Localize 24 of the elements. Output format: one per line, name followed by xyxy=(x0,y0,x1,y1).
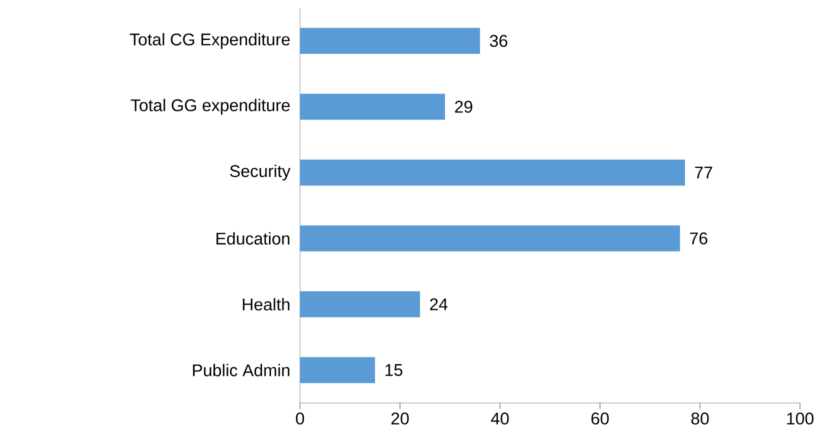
data-label: 76 xyxy=(690,232,708,244)
x-tick-label: 80 xyxy=(691,412,709,425)
bar xyxy=(300,28,480,54)
bar xyxy=(300,291,420,318)
data-label: 15 xyxy=(386,364,402,376)
data-label: 36 xyxy=(490,34,508,47)
bar xyxy=(300,160,686,186)
y-tick-label: Health xyxy=(242,298,290,310)
bar xyxy=(300,357,376,384)
y-tick-label: Security xyxy=(230,164,290,180)
y-tick-label: Total CG Expenditure xyxy=(130,33,290,49)
bar xyxy=(300,94,446,120)
x-tick-label: 60 xyxy=(591,412,609,425)
x-tick-label: 40 xyxy=(490,412,509,425)
data-label: 24 xyxy=(430,298,448,310)
data-label: 77 xyxy=(695,166,712,178)
x-tick-label: 0 xyxy=(296,412,304,425)
bar xyxy=(300,225,680,252)
x-tick-label: 100 xyxy=(787,412,814,425)
y-tick-label: Public Admin xyxy=(193,364,290,376)
x-tick-label: 20 xyxy=(391,412,409,425)
y-tick-label: Education xyxy=(216,232,290,245)
y-tick-label: Total GG expenditure xyxy=(130,98,290,115)
data-label: 29 xyxy=(455,100,472,113)
